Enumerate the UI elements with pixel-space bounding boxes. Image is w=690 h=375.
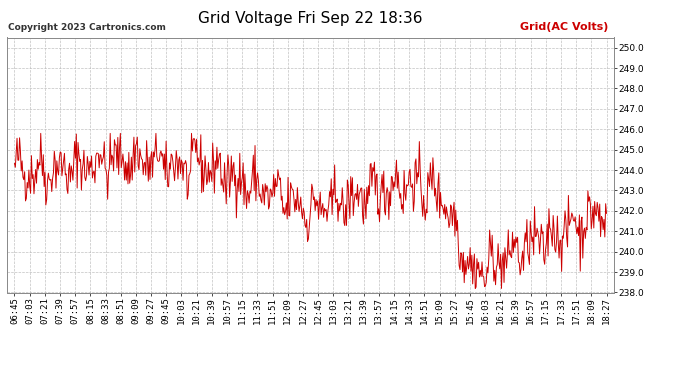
Text: Grid Voltage Fri Sep 22 18:36: Grid Voltage Fri Sep 22 18:36 — [198, 11, 423, 26]
Text: Copyright 2023 Cartronics.com: Copyright 2023 Cartronics.com — [8, 23, 166, 32]
Text: Grid(AC Volts): Grid(AC Volts) — [520, 22, 608, 32]
